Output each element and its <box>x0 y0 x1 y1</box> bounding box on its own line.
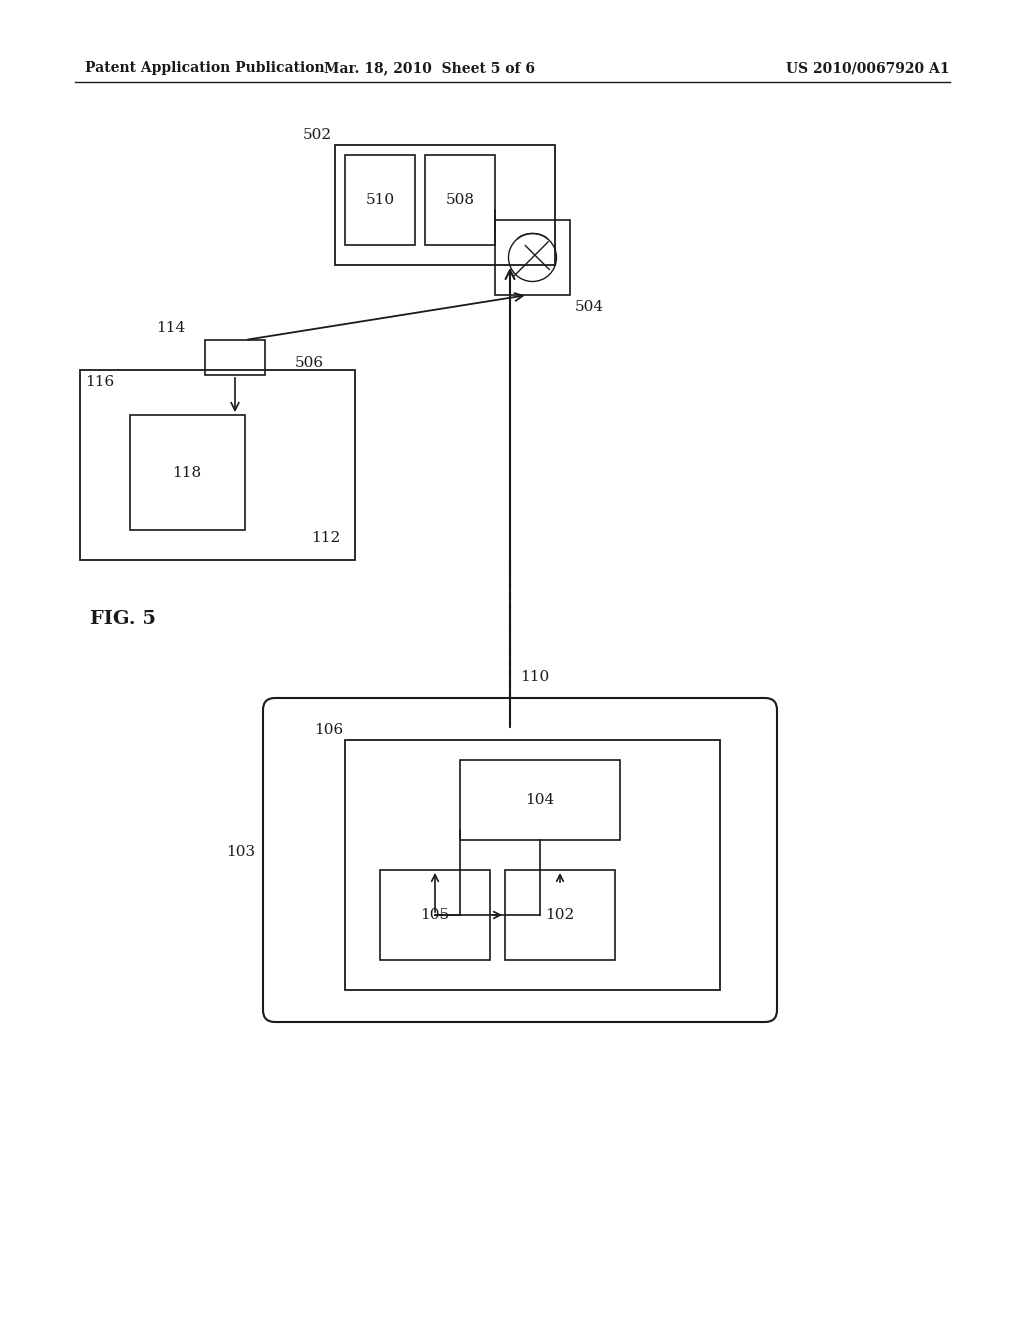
Bar <box>460 760 620 840</box>
Text: Patent Application Publication: Patent Application Publication <box>85 61 325 75</box>
Text: 114: 114 <box>156 321 185 335</box>
Text: 110: 110 <box>520 671 549 684</box>
Text: 502: 502 <box>303 128 332 143</box>
Text: 102: 102 <box>546 908 574 921</box>
Bar <box>505 870 615 960</box>
Text: 112: 112 <box>310 531 340 545</box>
Text: 506: 506 <box>295 356 325 370</box>
Text: 105: 105 <box>421 908 450 921</box>
Bar <box>335 145 555 265</box>
Bar <box>345 154 415 246</box>
Text: FIG. 5: FIG. 5 <box>90 610 156 628</box>
Text: 106: 106 <box>313 723 343 737</box>
Bar <box>345 741 720 990</box>
Text: 508: 508 <box>445 193 474 207</box>
Text: Mar. 18, 2010  Sheet 5 of 6: Mar. 18, 2010 Sheet 5 of 6 <box>325 61 536 75</box>
Text: 116: 116 <box>85 375 115 389</box>
Bar <box>130 414 245 531</box>
Text: 504: 504 <box>575 300 604 314</box>
Text: 510: 510 <box>366 193 394 207</box>
Bar <box>495 220 570 294</box>
Text: 104: 104 <box>525 793 555 807</box>
Bar <box>80 370 355 560</box>
Text: 118: 118 <box>172 466 202 480</box>
Bar <box>425 154 495 246</box>
Text: US 2010/0067920 A1: US 2010/0067920 A1 <box>786 61 950 75</box>
Bar <box>380 870 490 960</box>
Bar <box>205 341 265 375</box>
Text: 103: 103 <box>226 845 255 859</box>
